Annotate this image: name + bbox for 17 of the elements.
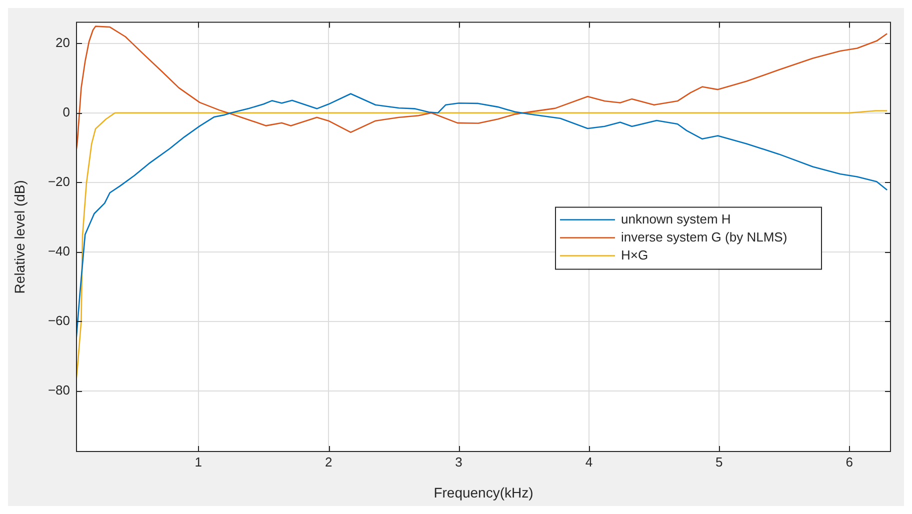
- legend-label: unknown system H: [621, 211, 731, 226]
- y-tick-label: −80: [48, 382, 70, 398]
- y-tick-label: 0: [62, 104, 70, 120]
- x-tick-label: 5: [716, 454, 723, 470]
- x-axis-title: Frequency(kHz): [434, 484, 534, 500]
- legend-label: inverse system G (by NLMS): [621, 229, 788, 244]
- x-tick-label: 3: [455, 454, 462, 470]
- x-tick-label: 2: [324, 454, 332, 470]
- y-tick-label: −20: [48, 174, 70, 189]
- y-tick-label: −60: [48, 312, 70, 328]
- x-tick-label: 4: [585, 454, 593, 470]
- x-tick-label: 1: [194, 454, 202, 470]
- y-tick-label: −40: [48, 243, 70, 258]
- y-tick-label: 20: [56, 34, 70, 50]
- y-axis-title: Relative level (dB): [11, 180, 28, 294]
- legend-label: H×G: [621, 247, 648, 262]
- x-tick-label: 6: [846, 454, 853, 470]
